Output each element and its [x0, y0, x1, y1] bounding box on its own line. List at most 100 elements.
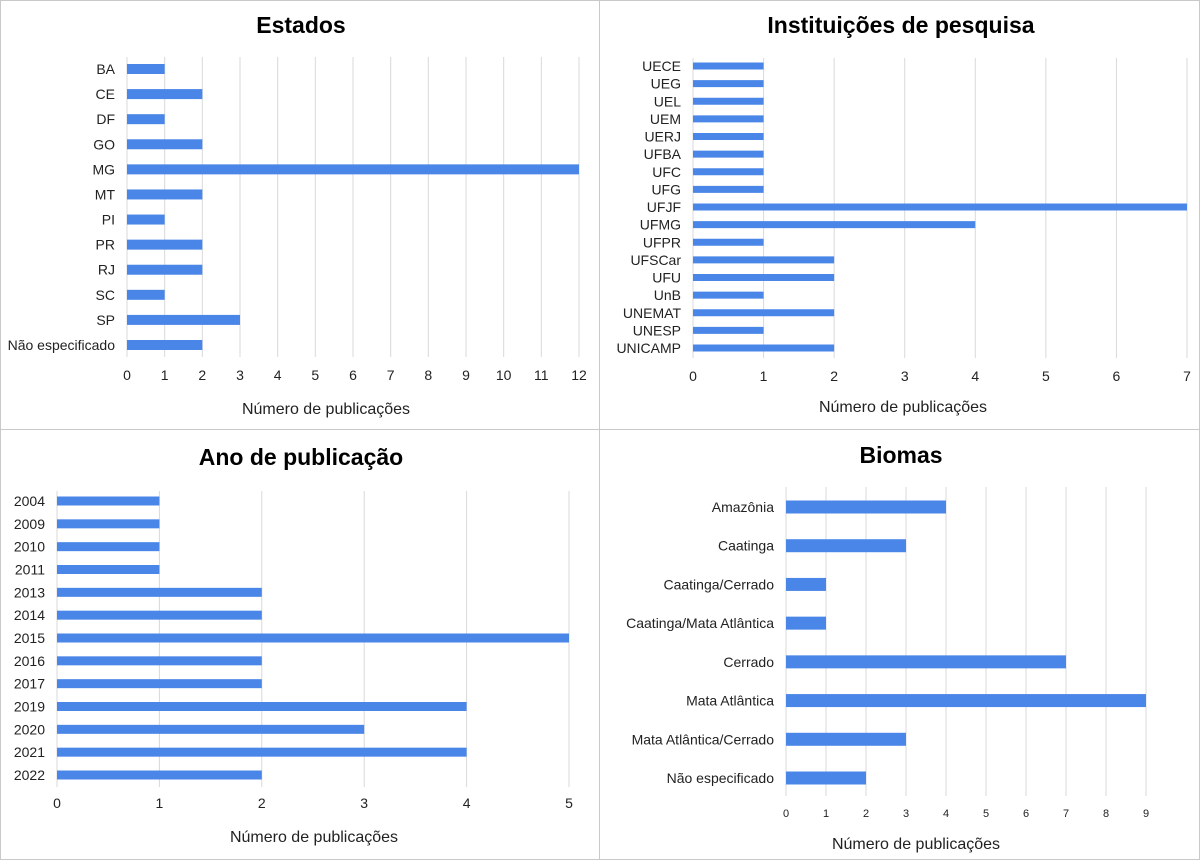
bar-go — [127, 139, 203, 150]
x-tick-label: 7 — [1063, 808, 1069, 820]
category-label-2017: 2017 — [14, 676, 45, 692]
category-label-2019: 2019 — [14, 699, 45, 715]
x-tick-label: 0 — [689, 368, 697, 384]
x-tick-label: 1 — [823, 808, 829, 820]
bar-ueg — [693, 80, 764, 88]
bar-2016 — [57, 656, 262, 666]
bar-ufg — [693, 185, 764, 193]
category-label-amazonia: Amazônia — [712, 499, 774, 515]
x-tick-label: 4 — [463, 795, 471, 811]
category-label-uece: UECE — [642, 58, 681, 74]
x-tick-label: 7 — [387, 367, 395, 383]
x-tick-label: 1 — [156, 795, 164, 811]
bar-2017 — [57, 679, 262, 689]
bar-df — [127, 114, 165, 125]
bar-amazonia — [786, 500, 946, 514]
x-axis-label: Número de publicações — [819, 399, 987, 416]
x-tick-label: 10 — [496, 367, 512, 383]
category-label-2014: 2014 — [14, 607, 45, 623]
category-label-go: GO — [93, 136, 115, 152]
x-tick-label: 8 — [424, 367, 432, 383]
x-tick-label: 3 — [901, 368, 909, 384]
category-label-caatinga: Caatinga — [718, 538, 774, 554]
bar-ufpr — [693, 238, 764, 246]
bar-2009 — [57, 519, 160, 529]
x-tick-label: 4 — [943, 808, 949, 820]
x-tick-label: 7 — [1183, 368, 1191, 384]
x-axis-label: Número de publicações — [832, 836, 1000, 853]
category-label-mt: MT — [95, 186, 116, 202]
category-label-uel: UEL — [654, 93, 681, 109]
x-tick-label: 5 — [565, 795, 573, 811]
chart-title: Estados — [256, 12, 345, 38]
bar-unemat — [693, 309, 835, 317]
category-label-ce: CE — [96, 86, 115, 102]
category-label-2021: 2021 — [14, 744, 45, 760]
chart-title: Instituições de pesquisa — [767, 12, 1034, 38]
x-tick-label: 3 — [360, 795, 368, 811]
bar-unb — [693, 291, 764, 299]
x-tick-label: 5 — [311, 367, 319, 383]
x-tick-label: 2 — [258, 795, 266, 811]
bar-mata-atlantica-cerrado — [786, 732, 906, 746]
bar-caatinga-mata-atlantica — [786, 616, 826, 630]
category-label-2004: 2004 — [14, 493, 45, 509]
x-tick-label: 6 — [349, 367, 357, 383]
bar-ufmg — [693, 221, 976, 229]
x-tick-label: 6 — [1113, 368, 1121, 384]
chart-panel-instituicoes: Instituições de pesquisa UECE UEG UEL UEM UE… — [599, 0, 1200, 430]
x-tick-label: 1 — [760, 368, 768, 384]
category-label-unemat: UNEMAT — [623, 305, 682, 321]
bar-mt — [127, 189, 203, 200]
category-label-2016: 2016 — [14, 653, 45, 669]
category-label-2011: 2011 — [15, 562, 45, 578]
bar-ce — [127, 89, 203, 100]
category-label-2015: 2015 — [14, 630, 45, 646]
x-tick-label: 0 — [123, 367, 131, 383]
category-label-nao-especificado: Não especificado — [667, 770, 775, 786]
chart-panel-estados: Estados BA CE DF GO MG MT PI PR RJ SC SP Não especi… — [0, 0, 600, 430]
category-label-ufjf: UFJF — [647, 199, 681, 215]
x-tick-label: 9 — [1143, 808, 1149, 820]
category-label-mg: MG — [92, 161, 115, 177]
bar-nao-especificado — [127, 340, 203, 350]
bar-ba — [127, 64, 165, 74]
bar-pi — [127, 214, 165, 225]
bar-unesp — [693, 326, 764, 334]
category-label-caatinga-mata-atlantica: Caatinga/Mata Atlântica — [626, 615, 774, 631]
category-label-uerj: UERJ — [644, 129, 681, 145]
bar-nao-especificado — [786, 771, 866, 785]
bar-sc — [127, 289, 165, 300]
bar-ufscar — [693, 256, 835, 264]
x-tick-label: 3 — [903, 808, 909, 820]
bar-ufjf — [693, 203, 1187, 211]
category-label-ba: BA — [96, 61, 115, 77]
bar-2011 — [57, 565, 160, 574]
category-label-caatinga-cerrado: Caatinga/Cerrado — [663, 576, 774, 592]
category-label-2010: 2010 — [14, 539, 45, 555]
chart-title: Biomas — [859, 442, 942, 468]
category-label-ufu: UFU — [652, 270, 681, 286]
chart-panel-ano: Ano de publicação 2004 2009 2010 2011 2013 20… — [0, 429, 600, 860]
x-tick-label: 4 — [971, 368, 979, 384]
bar-uel — [693, 97, 764, 105]
x-tick-label: 9 — [462, 367, 470, 383]
bar-caatinga — [786, 539, 906, 553]
x-axis-label: Número de publicações — [242, 401, 410, 418]
category-label-sc: SC — [96, 287, 115, 303]
x-tick-label: 11 — [534, 367, 549, 383]
bar-cerrado — [786, 655, 1066, 669]
category-label-ufpr: UFPR — [643, 234, 681, 250]
category-label-2020: 2020 — [14, 721, 45, 737]
category-label-ufmg: UFMG — [640, 217, 681, 233]
chart-title: Ano de publicação — [199, 444, 403, 470]
category-label-ufba: UFBA — [644, 146, 682, 162]
x-tick-label: 12 — [571, 367, 587, 383]
bar-ufc — [693, 168, 764, 176]
chart-biomas: Biomas Amazônia Caatinga Caatinga/Cerrado C… — [626, 442, 1149, 853]
bar-2013 — [57, 587, 262, 597]
category-label-ufg: UFG — [651, 181, 681, 197]
bar-unicamp — [693, 344, 835, 352]
category-label-2022: 2022 — [14, 767, 45, 783]
